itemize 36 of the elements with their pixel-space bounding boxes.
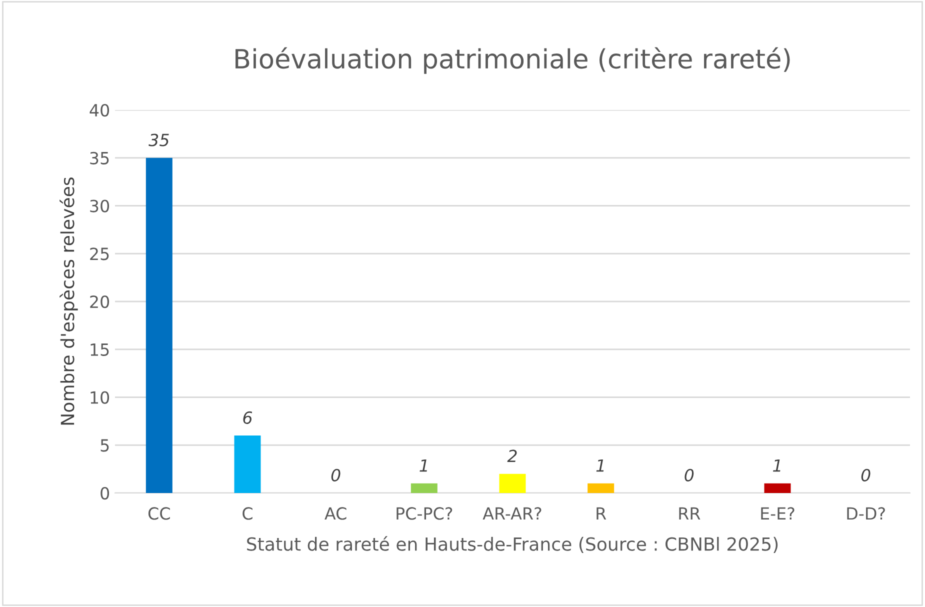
data-label: 6 (243, 411, 252, 424)
data-label: 1 (773, 459, 780, 472)
x-tick-label: AC (324, 507, 346, 520)
y-tick-label: 15 (90, 344, 109, 356)
bar (146, 158, 172, 493)
bar (234, 436, 261, 493)
data-label: 0 (684, 468, 694, 482)
data-label: 35 (148, 134, 169, 146)
y-axis-title: Nombre d'espèces relevées (60, 178, 78, 425)
x-tick-label: CC (148, 507, 170, 520)
y-tick-label: 40 (90, 104, 110, 117)
x-tick-label: PC-PC? (396, 507, 452, 520)
y-tick-label: 30 (90, 200, 110, 212)
x-tick-label: AR-AR? (482, 507, 542, 520)
x-axis-title: Statut de rareté en Hauts-de-France (Source : CBNBl 2025) (247, 536, 778, 554)
bar (764, 483, 791, 493)
bar (588, 483, 614, 493)
data-label: 1 (420, 459, 427, 472)
bar (410, 483, 438, 493)
y-tick-label: 35 (90, 152, 109, 164)
y-tick-label: 20 (90, 295, 110, 308)
x-tick-label: RR (679, 507, 700, 520)
x-tick-label: E-E? (761, 507, 794, 520)
data-label: 2 (507, 450, 517, 462)
y-tick-label: 5 (100, 439, 109, 452)
chart-title: Bioévaluation patrimoniale (critère rareté) (236, 47, 790, 74)
y-tick-label: 25 (90, 248, 109, 260)
data-label: 0 (331, 468, 340, 482)
x-tick-label: R (596, 507, 606, 520)
y-tick-label: 10 (90, 391, 110, 404)
data-label: 1 (596, 459, 604, 472)
bar (499, 474, 526, 493)
x-tick-label: D-D? (847, 507, 885, 520)
x-tick-label: C (242, 507, 252, 520)
y-tick-label: 0 (100, 486, 110, 500)
data-label: 0 (861, 468, 870, 482)
